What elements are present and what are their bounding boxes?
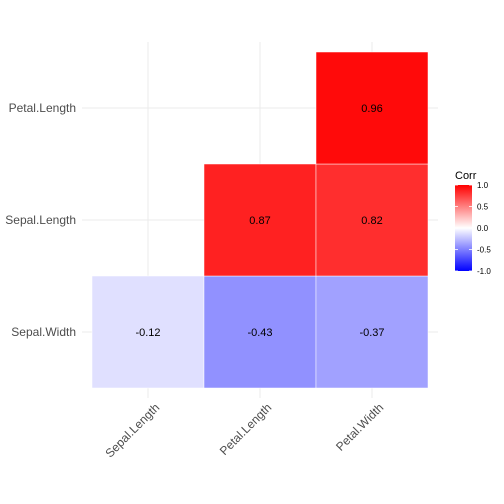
- cell-value-label: 0.87: [249, 215, 270, 227]
- y-tick-label-sepal-length: Sepal.Length: [5, 213, 76, 227]
- cell-value-label: -0.43: [247, 327, 272, 339]
- cell-value-label: 0.82: [361, 215, 382, 227]
- heatmap-cell-petal-width-petal-length: [315, 51, 429, 165]
- heatmap-cell-petal-length-sepal-length: [203, 163, 317, 277]
- legend-tick-label: -1.0: [477, 267, 491, 276]
- x-tick-label-petal-length: Petal.Length: [217, 400, 275, 458]
- color-legend: Corr 1.0 0.5 0.0 -0.5 -1.0: [455, 170, 491, 276]
- heatmap-cells: [91, 51, 429, 389]
- legend-tick-label: 0.0: [477, 224, 489, 233]
- y-axis-tick-labels: Sepal.Width Sepal.Length Petal.Length: [5, 101, 76, 339]
- cell-labels: -0.12 -0.43 -0.37 0.87 0.82 0.96: [135, 103, 384, 339]
- x-tick-label-sepal-length: Sepal.Length: [102, 400, 162, 460]
- legend-title: Corr: [455, 170, 477, 182]
- x-axis-tick-labels: Sepal.Length Petal.Length Petal.Width: [102, 400, 386, 460]
- legend-tick-label: 1.0: [477, 181, 489, 190]
- cell-value-label: -0.37: [359, 327, 384, 339]
- cell-value-label: 0.96: [361, 103, 382, 115]
- heatmap-cell-petal-width-sepal-length: [315, 163, 429, 277]
- heatmap-cell-petal-width-sepal-width: [315, 275, 429, 389]
- y-tick-label-petal-length: Petal.Length: [9, 101, 76, 115]
- cell-value-label: -0.12: [135, 327, 160, 339]
- y-tick-label-sepal-width: Sepal.Width: [11, 325, 76, 339]
- legend-colorbar: [455, 185, 472, 271]
- legend-tick-label: -0.5: [477, 246, 491, 255]
- x-tick-label-petal-width: Petal.Width: [333, 400, 386, 453]
- legend-tick-label: 0.5: [477, 203, 489, 212]
- legend-ticks: 1.0 0.5 0.0 -0.5 -1.0: [455, 181, 491, 276]
- heatmap-cell-sepal-length-sepal-width: [91, 275, 205, 389]
